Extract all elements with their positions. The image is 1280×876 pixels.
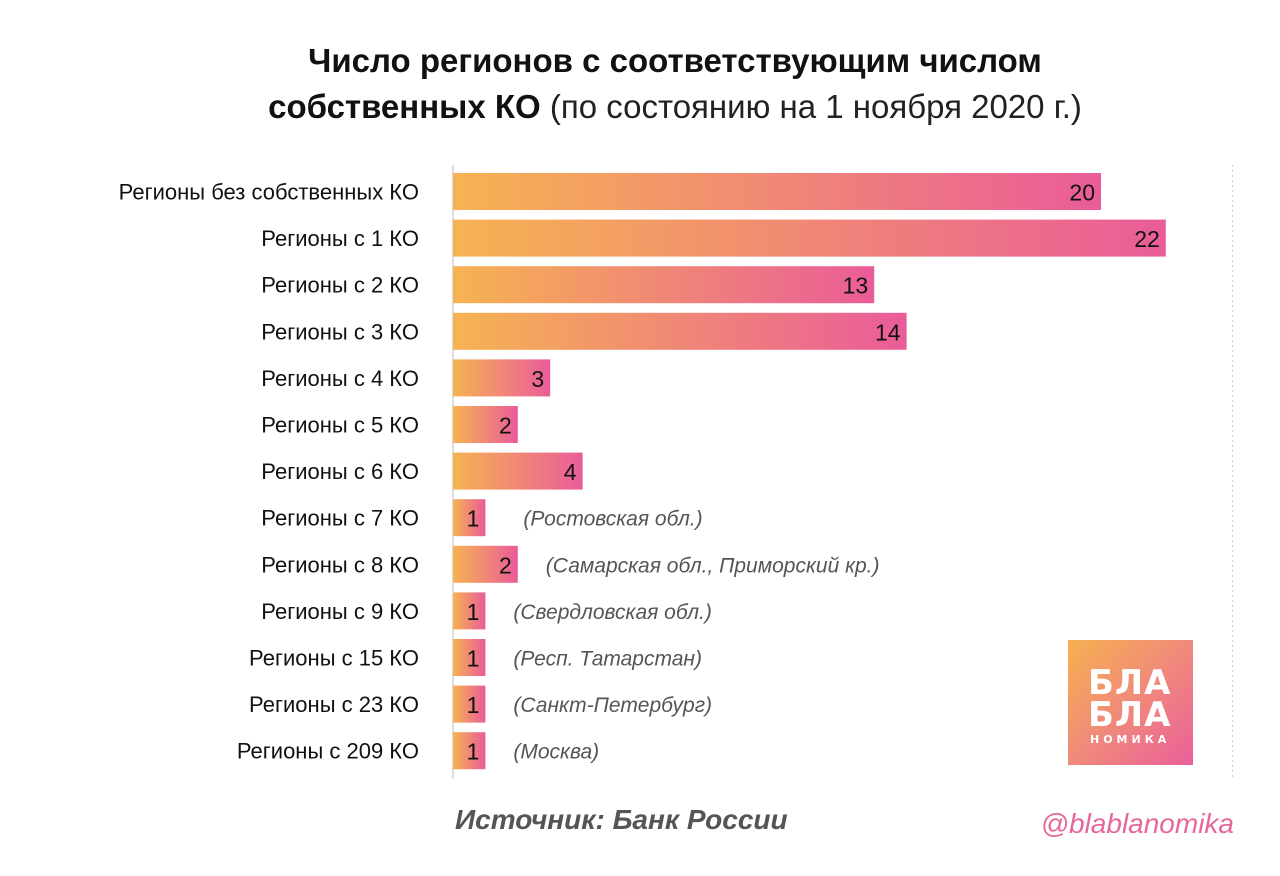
logo-line3: НОМИКА xyxy=(1090,733,1171,746)
category-label: Регионы с 1 КО xyxy=(261,226,419,251)
category-label: Регионы без собственных КО xyxy=(119,180,419,205)
category-label: Регионы с 23 КО xyxy=(249,692,419,717)
bar-annotation: (Ростовская обл.) xyxy=(523,508,702,531)
bar-annotation: (Свердловская обл.) xyxy=(513,601,712,624)
category-label: Регионы с 209 КО xyxy=(237,739,419,764)
value-label: 20 xyxy=(1069,180,1095,206)
value-label: 1 xyxy=(467,506,480,532)
value-label: 1 xyxy=(467,692,480,718)
bar xyxy=(453,266,875,304)
category-label: Регионы с 2 КО xyxy=(261,273,419,298)
category-label: Регионы с 4 КО xyxy=(261,366,419,391)
bar xyxy=(453,406,518,443)
category-label: Регионы с 6 КО xyxy=(261,459,419,484)
category-label: Регионы с 8 КО xyxy=(261,552,419,577)
chart-title-line1: Число регионов с соответствующим числом xyxy=(308,42,1042,79)
logo-line1: БЛА xyxy=(1088,663,1172,703)
bar xyxy=(453,219,1166,257)
category-label: Регионы с 7 КО xyxy=(261,506,419,531)
value-label: 14 xyxy=(875,319,901,345)
value-label: 13 xyxy=(843,273,869,299)
source-note: Источник: Банк России xyxy=(455,804,788,835)
bar-annotation: (Москва) xyxy=(513,741,599,764)
category-label: Регионы с 5 КО xyxy=(261,413,419,438)
value-label: 1 xyxy=(467,599,480,625)
value-label: 2 xyxy=(499,413,512,439)
bar xyxy=(453,173,1101,210)
value-label: 3 xyxy=(531,366,544,392)
value-label: 1 xyxy=(467,646,480,672)
chart-subtitle: (по состоянию на 1 ноября 2020 г.) xyxy=(549,88,1082,125)
bar xyxy=(453,732,486,770)
bar-annotation: (Самарская обл., Приморский кр.) xyxy=(546,554,880,577)
bar xyxy=(453,359,551,397)
value-label: 4 xyxy=(564,459,577,485)
category-label: Регионы с 9 КО xyxy=(261,599,419,624)
bar-annotation: (Санкт-Петербург) xyxy=(513,694,712,717)
bar xyxy=(453,499,486,537)
bar xyxy=(453,685,486,723)
chart-title-line2-bold: собственных КО xyxy=(268,88,541,125)
chart-title: Число регионов с соответствующим числом … xyxy=(0,38,1280,130)
bar xyxy=(453,452,583,490)
bar xyxy=(453,312,907,350)
value-label: 22 xyxy=(1134,226,1160,252)
bar xyxy=(453,545,518,583)
bar-annotation: (Респ. Татарстан) xyxy=(513,648,702,671)
bar xyxy=(453,592,486,630)
logo-line2: БЛА xyxy=(1088,695,1172,735)
social-handle: @blablanomika xyxy=(1040,808,1234,839)
category-label: Регионы с 15 КО xyxy=(249,646,419,671)
category-label: Регионы с 3 КО xyxy=(261,319,419,344)
blablanomika-logo: БЛА БЛА НОМИКА xyxy=(1068,640,1193,765)
value-label: 2 xyxy=(499,552,512,578)
value-label: 1 xyxy=(467,739,480,765)
bar xyxy=(453,639,486,676)
chart-title-line2: собственных КО (по состоянию на 1 ноября… xyxy=(0,84,1280,130)
